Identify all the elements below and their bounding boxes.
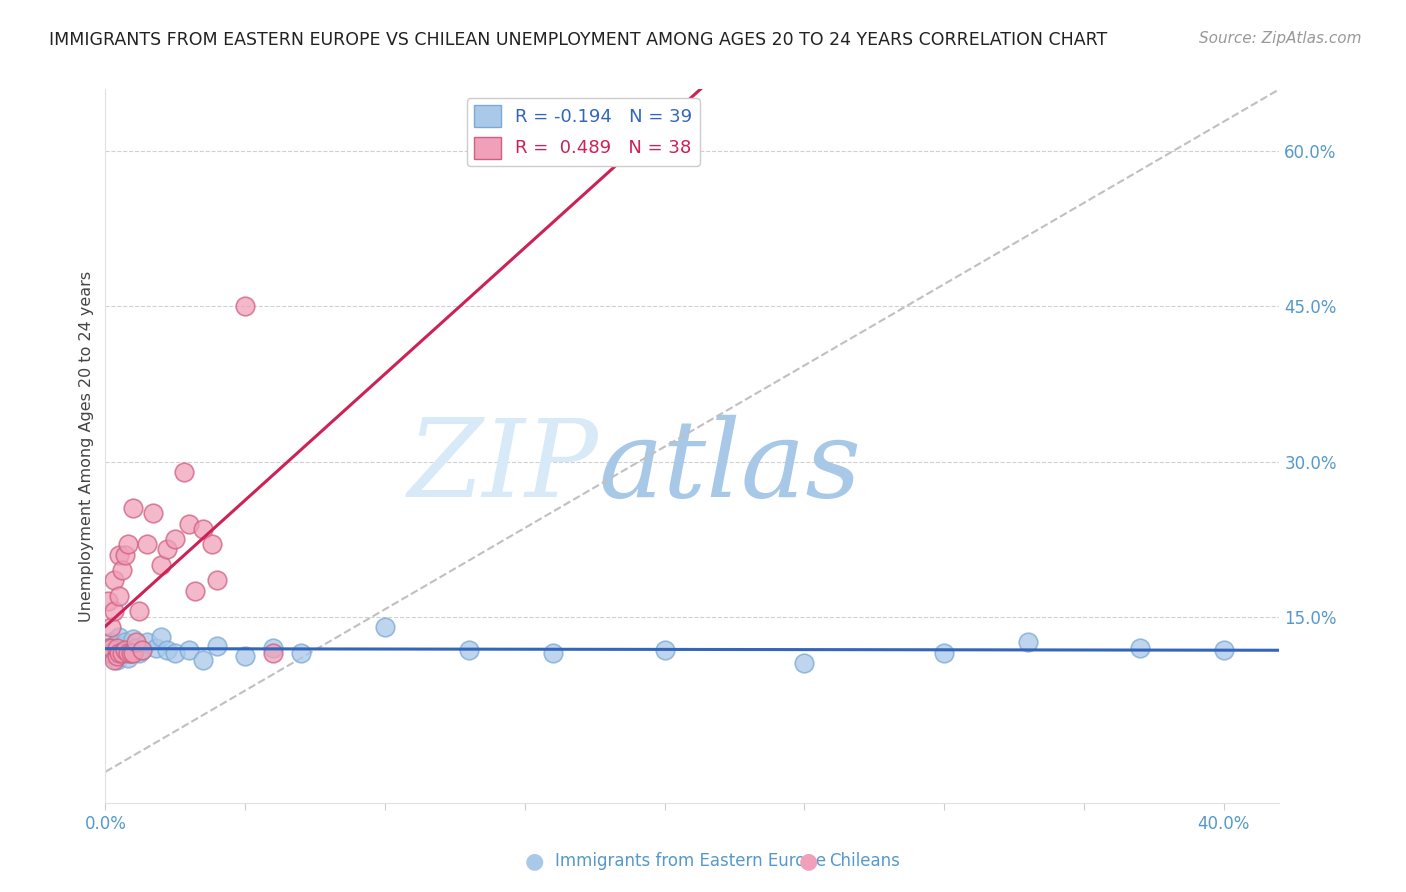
Point [120, 646, 142, 660]
Point [1017, 635, 1039, 649]
Text: atlas: atlas [599, 415, 862, 520]
Point [193, 653, 215, 667]
Point [932, 646, 955, 660]
Point [122, 632, 145, 647]
Point [100, 635, 122, 649]
Text: Immigrants from Eastern Europe: Immigrants from Eastern Europe [555, 852, 827, 870]
Point [165, 532, 187, 546]
Point [108, 630, 131, 644]
Point [165, 646, 187, 660]
Point [117, 646, 139, 660]
Y-axis label: Unemployment Among Ages 20 to 24 years: Unemployment Among Ages 20 to 24 years [79, 270, 94, 622]
Point [120, 646, 142, 660]
Point [117, 651, 139, 665]
Point [125, 640, 148, 655]
Point [184, 583, 207, 598]
Point [145, 640, 167, 655]
Legend: R = -0.194   N = 39, R =  0.489   N = 38: R = -0.194 N = 39, R = 0.489 N = 38 [467, 98, 700, 166]
Point [111, 646, 134, 660]
Point [114, 642, 136, 657]
Point [105, 646, 128, 660]
Point [111, 646, 134, 660]
Point [103, 648, 125, 663]
Point [150, 558, 173, 572]
Point [108, 646, 131, 660]
Point [105, 640, 128, 655]
Point [105, 653, 128, 667]
Point [290, 646, 312, 660]
Point [111, 563, 134, 577]
Point [207, 639, 229, 653]
Point [97, 594, 120, 608]
Point [114, 642, 136, 657]
Point [136, 635, 159, 649]
Point [122, 501, 145, 516]
Point [108, 640, 131, 655]
Point [97, 640, 120, 655]
Point [108, 548, 131, 562]
Point [100, 620, 122, 634]
Point [114, 548, 136, 562]
Point [122, 646, 145, 660]
Point [201, 537, 224, 551]
Point [457, 642, 479, 657]
Point [108, 589, 131, 603]
Point [1129, 640, 1152, 655]
Point [233, 648, 256, 663]
Point [179, 516, 201, 531]
Point [136, 537, 159, 551]
Point [1212, 642, 1234, 657]
Point [374, 620, 396, 634]
Point [100, 640, 122, 655]
Point [103, 574, 125, 588]
Point [233, 299, 256, 313]
Point [97, 640, 120, 655]
Text: ●: ● [524, 851, 544, 871]
Point [103, 639, 125, 653]
Point [100, 642, 122, 657]
Point [128, 646, 150, 660]
Point [150, 630, 173, 644]
Point [207, 574, 229, 588]
Point [100, 646, 122, 660]
Point [131, 642, 153, 657]
Text: ●: ● [799, 851, 818, 871]
Point [262, 646, 284, 660]
Point [173, 465, 195, 479]
Point [105, 648, 128, 663]
Point [541, 646, 564, 660]
Point [125, 635, 148, 649]
Point [142, 506, 165, 520]
Point [193, 522, 215, 536]
Point [128, 605, 150, 619]
Point [793, 656, 815, 670]
Point [156, 642, 179, 657]
Point [111, 639, 134, 653]
Point [156, 542, 179, 557]
Text: Chileans: Chileans [830, 852, 900, 870]
Text: Source: ZipAtlas.com: Source: ZipAtlas.com [1198, 31, 1361, 46]
Point [131, 642, 153, 657]
Point [103, 653, 125, 667]
Text: IMMIGRANTS FROM EASTERN EUROPE VS CHILEAN UNEMPLOYMENT AMONG AGES 20 TO 24 YEARS: IMMIGRANTS FROM EASTERN EUROPE VS CHILEA… [49, 31, 1108, 49]
Point [262, 640, 284, 655]
Text: ZIP: ZIP [408, 415, 599, 520]
Point [114, 635, 136, 649]
Point [179, 642, 201, 657]
Point [103, 605, 125, 619]
Point [654, 642, 676, 657]
Point [117, 537, 139, 551]
